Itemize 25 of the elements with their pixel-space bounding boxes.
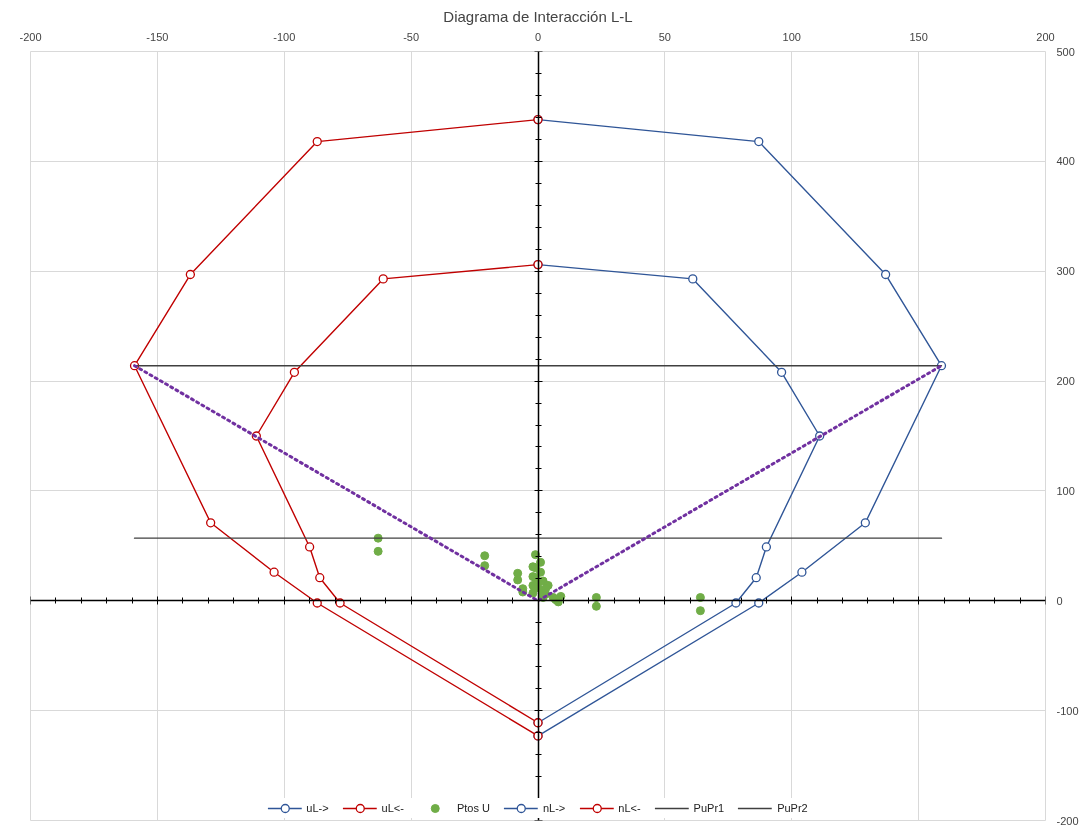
y-tick-label: 100 xyxy=(1056,484,1075,497)
x-tick-label: 100 xyxy=(782,30,801,43)
y-tick-label: -100 xyxy=(1056,704,1079,717)
x-tick-label: 0 xyxy=(534,30,542,43)
x-tick-label: 150 xyxy=(909,30,928,43)
legend-label: Ptos U xyxy=(456,802,490,814)
y-tick-label: 0 xyxy=(1056,594,1063,607)
x-tick-label: -150 xyxy=(146,30,169,43)
y-tick-label: 200 xyxy=(1056,375,1075,388)
legend-label: PuPr2 xyxy=(777,802,808,814)
y-tick-label: 400 xyxy=(1056,155,1075,168)
x-tick-label: 50 xyxy=(658,30,672,43)
x-tick-label: -100 xyxy=(273,30,296,43)
legend-label: uL<- xyxy=(381,802,404,814)
legend-label: uL-> xyxy=(306,802,329,814)
x-tick-label: 200 xyxy=(1036,30,1055,43)
x-tick-label: -200 xyxy=(19,30,42,43)
legend-label: nL-> xyxy=(542,802,566,814)
y-tick-label: 500 xyxy=(1056,45,1075,58)
y-tick-label: -200 xyxy=(1056,814,1079,827)
y-tick-label: 300 xyxy=(1056,265,1075,278)
x-tick-label: -50 xyxy=(403,30,420,43)
legend-label: nL<- xyxy=(618,802,641,814)
legend-label: PuPr1 xyxy=(693,802,725,814)
chart-title: Diagrama de Interacción L-L xyxy=(443,7,633,25)
